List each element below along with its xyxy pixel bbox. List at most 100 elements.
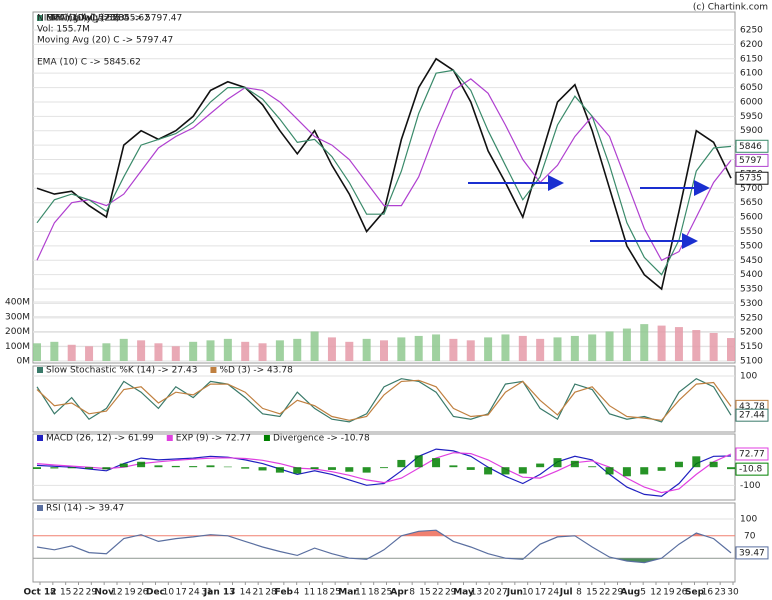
series-line bbox=[36, 78, 732, 262]
y-tick-label: 6000 bbox=[740, 97, 763, 107]
divergence-bar bbox=[137, 461, 146, 468]
x-tick-label: 10 bbox=[163, 588, 175, 598]
divergence-bar bbox=[640, 467, 649, 475]
x-tick-label: 17 bbox=[535, 588, 546, 598]
volume-bar bbox=[449, 338, 458, 361]
value-box-label: 27.44 bbox=[739, 411, 765, 421]
divergence-bar bbox=[692, 456, 701, 468]
divergence-bar bbox=[50, 467, 59, 469]
legend-swatch bbox=[37, 505, 43, 511]
divergence-bar bbox=[223, 466, 232, 468]
volume-bar bbox=[33, 343, 41, 361]
rsi-panel bbox=[32, 502, 736, 583]
value-box bbox=[735, 139, 769, 153]
series-line bbox=[36, 452, 732, 494]
y-tick-label: -100 bbox=[740, 481, 761, 491]
copyright: (c) Chartink.com bbox=[693, 3, 768, 13]
legend-label: Moving Avg (20) C -> 5797.47 bbox=[46, 14, 182, 24]
x-tick-label: 23 bbox=[714, 588, 725, 598]
volume-bar bbox=[622, 328, 631, 361]
divergence-bar bbox=[310, 467, 319, 469]
x-tick-label: 10 bbox=[522, 588, 534, 598]
divergence-bar bbox=[605, 467, 614, 475]
legend-label: NIFTY (Daily) 5735 bbox=[37, 14, 121, 24]
legend-swatch bbox=[37, 367, 43, 373]
volume-bar bbox=[397, 337, 406, 361]
legend-swatch bbox=[37, 15, 43, 21]
x-tick-label: 11 bbox=[304, 588, 315, 598]
divergence-bar bbox=[709, 461, 718, 468]
x-tick-label: 15 bbox=[60, 588, 71, 598]
x-tick-label: Aug bbox=[620, 588, 640, 598]
volume-bar bbox=[154, 343, 163, 361]
y-tick-label: 200M bbox=[5, 327, 30, 337]
legend-label: EMA (10) C -> 5845.62 bbox=[46, 14, 150, 24]
volume-bar bbox=[536, 338, 545, 361]
divergence-bar bbox=[466, 467, 475, 470]
divergence-bar bbox=[102, 467, 111, 470]
divergence-bar bbox=[119, 463, 128, 468]
x-tick-label: 29 bbox=[612, 588, 624, 598]
x-tick-label: 28 bbox=[265, 588, 277, 598]
x-tick-label: 18 bbox=[317, 588, 329, 598]
x-tick-label: 29 bbox=[445, 588, 457, 598]
x-tick-label: Jun bbox=[506, 588, 523, 598]
legend-label: MACD (26, 12) -> 61.99 bbox=[46, 434, 154, 444]
y-tick-label: 100 bbox=[740, 515, 757, 525]
y-tick-label: 5950 bbox=[740, 112, 763, 122]
volume-bar bbox=[727, 338, 735, 361]
divergence-bar bbox=[553, 458, 562, 468]
y-tick-label: 300M bbox=[5, 312, 30, 322]
x-tick-label: 22 bbox=[599, 588, 610, 598]
volume-bar bbox=[67, 344, 76, 361]
legend-swatch bbox=[37, 435, 43, 441]
y-tick-label: 5300 bbox=[740, 299, 763, 309]
y-tick-label: 5450 bbox=[740, 256, 763, 266]
value-box bbox=[735, 447, 769, 461]
x-tick-label: Sep bbox=[685, 588, 705, 598]
volume-bar bbox=[709, 332, 718, 361]
x-tick-label: 19 bbox=[124, 588, 136, 598]
volume-bar bbox=[50, 341, 59, 361]
y-tick-label: 6250 bbox=[740, 26, 763, 36]
y-tick-label: 100M bbox=[5, 342, 30, 352]
volume-bar bbox=[640, 324, 649, 361]
divergence-bar bbox=[622, 467, 631, 477]
divergence-bar bbox=[33, 467, 41, 469]
x-tick-label: 20 bbox=[483, 588, 495, 598]
volume-bar bbox=[85, 346, 94, 361]
divergence-bar bbox=[484, 467, 493, 475]
volume-bar bbox=[137, 340, 146, 361]
volume-bar bbox=[258, 343, 267, 361]
divergence-bar bbox=[727, 467, 735, 470]
y-tick-label: 6100 bbox=[740, 69, 763, 79]
volume-bar bbox=[345, 341, 354, 361]
legend-label: %D (3) -> 43.78 bbox=[219, 366, 293, 376]
y-tick-label: 5600 bbox=[740, 213, 763, 223]
y-tick-label: 5200 bbox=[740, 328, 763, 338]
volume-bar bbox=[189, 341, 198, 361]
x-tick-label: 31 bbox=[201, 588, 212, 598]
volume-bar bbox=[275, 340, 284, 361]
x-tick-label: 22 bbox=[432, 588, 443, 598]
x-tick-label: 17 bbox=[175, 588, 186, 598]
divergence-bar bbox=[674, 461, 683, 468]
y-tick-label: 100 bbox=[740, 372, 757, 382]
legend-label: NIFTY (Daily) 5735 bbox=[46, 14, 130, 24]
volume-bar bbox=[362, 338, 371, 361]
x-tick-label: Jul bbox=[559, 588, 573, 598]
divergence-bar bbox=[536, 463, 545, 468]
x-tick-label: 12 bbox=[111, 588, 122, 598]
value-box-label: 72.77 bbox=[739, 449, 765, 459]
x-tick-label: 25 bbox=[381, 588, 392, 598]
divergence-bar bbox=[449, 465, 458, 468]
value-box-label: 5735 bbox=[739, 174, 762, 184]
series-line bbox=[36, 69, 732, 276]
volume-bar bbox=[484, 337, 493, 361]
value-box-label: 43.78 bbox=[739, 402, 765, 412]
x-tick-label: 24 bbox=[188, 588, 200, 598]
volume-bar bbox=[501, 334, 510, 361]
volume-bar bbox=[380, 340, 388, 361]
series-line bbox=[36, 529, 732, 564]
x-tick-label: 11 bbox=[355, 588, 366, 598]
